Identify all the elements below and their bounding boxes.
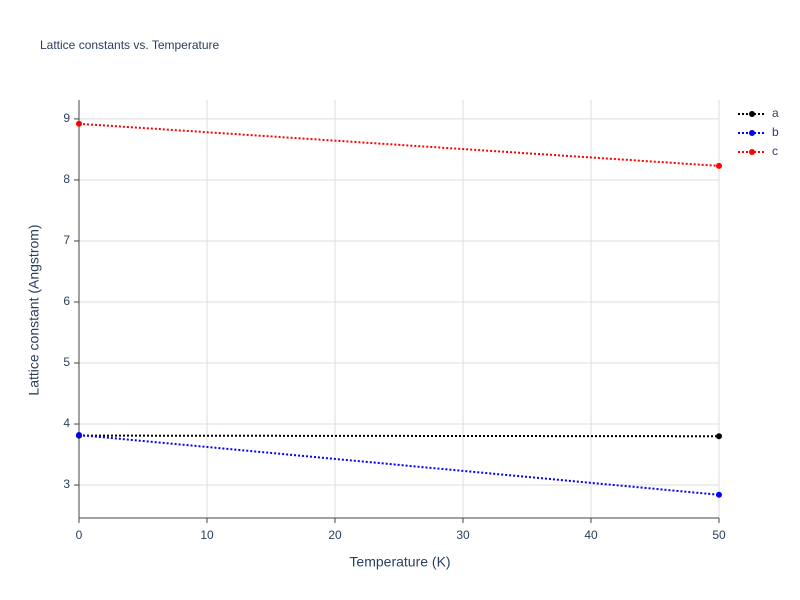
- y-axis-title: Lattice constant (Angstrom): [26, 224, 42, 395]
- y-tick-label: 4: [63, 416, 70, 430]
- legend-marker: [749, 130, 755, 136]
- point: [76, 120, 82, 127]
- x-axis-title: Temperature (K): [349, 554, 450, 570]
- legend-marker: [749, 149, 755, 155]
- x-tick-label: 10: [200, 528, 214, 542]
- legend-label: a: [772, 106, 779, 120]
- y-tick-label: 5: [63, 355, 70, 369]
- series-line: [78, 434, 720, 438]
- x-tick-label: 0: [76, 528, 83, 542]
- legend-marker: [749, 111, 755, 117]
- y-tick-label: 3: [63, 477, 70, 491]
- series-line: [78, 122, 720, 167]
- y-tick-label: 8: [63, 172, 70, 186]
- point: [716, 162, 722, 169]
- legend-label: c: [772, 144, 778, 158]
- x-tick-label: 30: [456, 528, 470, 542]
- point: [716, 491, 722, 498]
- x-tick-label: 50: [712, 528, 726, 542]
- legend-label: b: [772, 125, 779, 139]
- chart-title: Lattice constants vs. Temperature: [40, 38, 220, 52]
- point: [76, 432, 82, 439]
- series-line: [78, 434, 720, 496]
- y-tick-label: 7: [63, 233, 70, 247]
- y-tick-label: 6: [63, 294, 70, 308]
- point: [716, 433, 722, 440]
- x-tick-label: 40: [584, 528, 598, 542]
- y-tick-label: 9: [63, 111, 70, 125]
- x-tick-label: 20: [328, 528, 342, 542]
